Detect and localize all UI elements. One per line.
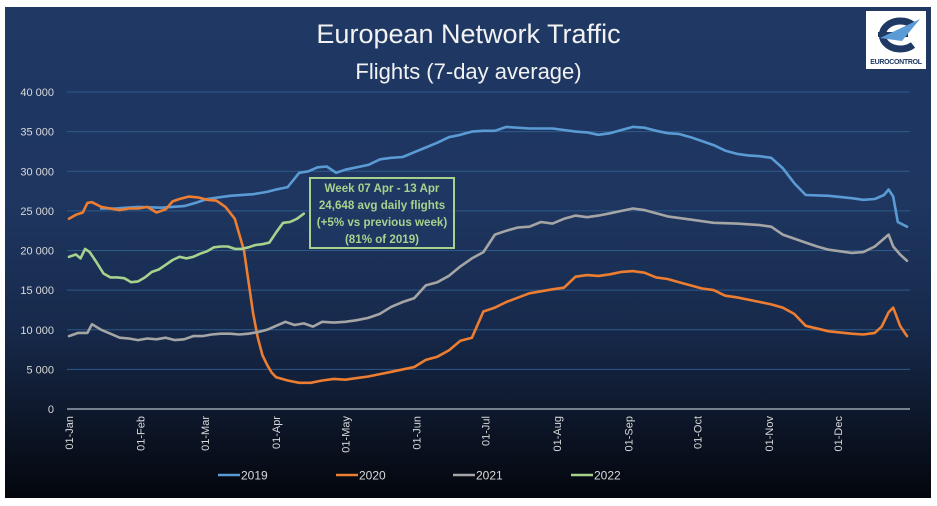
x-tick-label: 01-Feb [135,416,147,451]
legend-label-2020: 2020 [359,469,386,483]
logo-text: EUROCONTROL [870,59,922,66]
series-line-2019 [99,125,909,228]
y-tick-label: 30 000 [20,166,54,178]
x-tick-label: 01-Sep [623,416,635,451]
series-line-2022 [67,212,306,284]
x-tick-label: 01-Dec [833,416,845,452]
annotation-box: Week 07 Apr - 13 Apr 24,648 avg daily fl… [309,177,455,249]
x-tick-label: 01-Nov [764,416,776,452]
legend-label-2021: 2021 [476,469,503,483]
x-tick-label: 01-Oct [693,416,705,449]
x-tick-label: 01-Jul [481,416,493,446]
chart-subtitle: Flights (7-day average) [355,59,582,84]
x-tick-label: 01-Aug [552,416,564,451]
chart-panel [5,7,931,498]
annotation-change: (+5% vs previous week) [316,216,448,229]
y-tick-label: 0 [48,404,54,416]
y-tick-label: 5 000 [26,364,54,376]
x-tick-label: 01-Jun [412,416,424,450]
annotation-flights: 24,648 avg daily flights [318,199,446,212]
y-tick-label: 15 000 [20,285,54,297]
legend-label-2022: 2022 [594,469,621,483]
y-tick-label: 20 000 [20,246,54,258]
series-line-2021 [67,207,909,342]
x-tick-label: 01-May [340,416,352,453]
series-line-2020 [67,195,909,385]
y-tick-label: 35 000 [20,127,54,139]
y-tick-label: 25 000 [20,206,54,218]
y-tick-label: 10 000 [20,325,54,337]
annotation-week: Week 07 Apr - 13 Apr [324,182,440,195]
y-tick-label: 40 000 [20,87,54,99]
x-tick-label: 01-Mar [200,416,212,451]
legend-label-2019: 2019 [241,469,268,483]
chart-title: European Network Traffic [316,19,621,49]
eurocontrol-logo: EUROCONTROL [866,11,926,69]
x-tick-label: 01-Jan [64,416,76,450]
annotation-share: (81% of 2019) [344,233,420,246]
eurocontrol-emblem-icon [878,17,920,53]
x-tick-label: 01-Apr [271,416,283,449]
